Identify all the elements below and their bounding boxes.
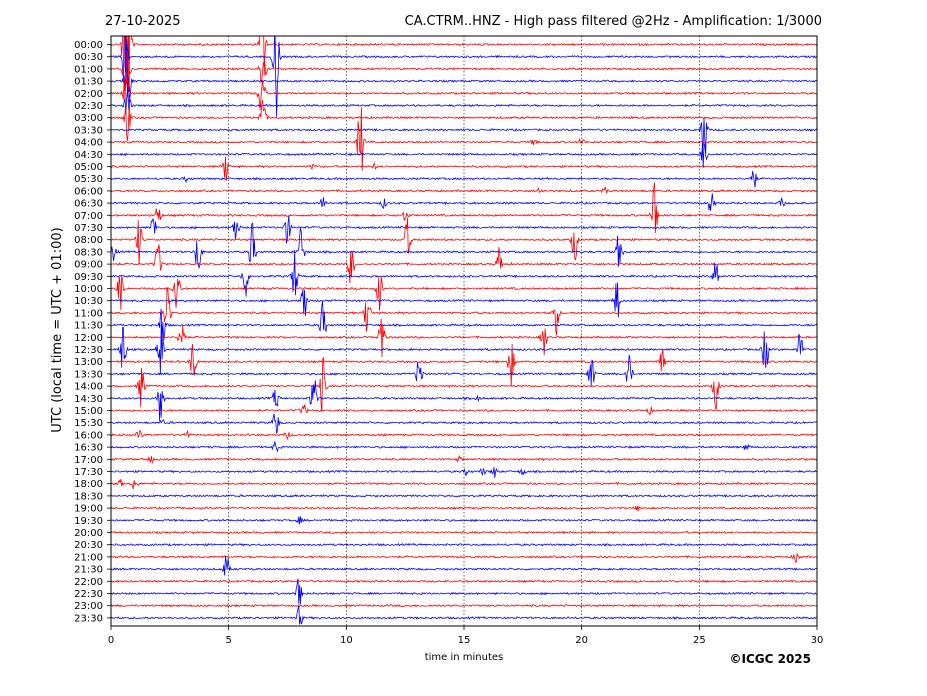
date-label: 27-10-2025	[105, 14, 181, 29]
trace-1000	[111, 275, 817, 311]
y-tick-label: 01:00	[74, 64, 103, 75]
trace-1730	[111, 466, 817, 478]
y-tick-label: 23:30	[74, 613, 103, 624]
y-tick-label: 01:30	[74, 77, 103, 88]
y-tick-label: 00:00	[74, 40, 103, 51]
trace-0130	[111, 40, 817, 99]
y-tick-label: 15:00	[74, 406, 103, 417]
x-tick-label: 30	[811, 635, 824, 646]
trace-0930	[111, 249, 817, 297]
trace-0730	[111, 215, 817, 244]
trace-2100	[111, 553, 817, 563]
trace-1030	[111, 282, 817, 318]
y-tick-label: 10:00	[74, 284, 103, 295]
trace-1330	[111, 354, 817, 386]
y-tick-label: 11:30	[74, 321, 103, 332]
y-tick-label: 17:00	[74, 455, 103, 466]
copyright-label: ©ICGC 2025	[729, 652, 811, 666]
x-tick-label: 0	[108, 635, 114, 646]
y-tick-label: 18:00	[74, 479, 103, 490]
y-tick-label: 07:00	[74, 211, 103, 222]
trace-0430	[111, 143, 817, 168]
trace-2300	[111, 603, 817, 608]
y-tick-label: 10:30	[74, 296, 103, 307]
x-tick-label: 5	[225, 635, 231, 646]
y-tick-label: 12:00	[74, 333, 103, 344]
y-tick-label: 03:30	[74, 125, 103, 136]
trace-1900	[111, 505, 817, 512]
y-tick-label: 06:00	[74, 186, 103, 197]
y-tick-label: 19:00	[74, 504, 103, 515]
trace-0230	[111, 90, 817, 115]
y-tick-label: 07:30	[74, 223, 103, 234]
y-tick-label: 18:30	[74, 491, 103, 502]
trace-1500	[111, 404, 817, 416]
y-tick-label: 20:30	[74, 540, 103, 551]
y-tick-label: 09:30	[74, 272, 103, 283]
trace-1800	[111, 479, 817, 490]
y-tick-label: 19:30	[74, 516, 103, 527]
x-axis-label: time in minutes	[425, 652, 504, 663]
y-tick-label: 23:00	[74, 601, 103, 612]
trace-0630	[111, 193, 817, 212]
y-tick-label: 14:00	[74, 382, 103, 393]
y-tick-label: 05:30	[74, 174, 103, 185]
trace-0530	[111, 170, 817, 188]
trace-1230	[111, 324, 817, 375]
trace-0330	[111, 117, 817, 155]
trace-1530	[111, 413, 817, 434]
y-tick-label: 04:30	[74, 150, 103, 161]
y-tick-label: 02:00	[74, 89, 103, 100]
y-tick-label: 08:30	[74, 247, 103, 258]
trace-0830	[111, 222, 817, 269]
y-tick-label: 08:00	[74, 235, 103, 246]
y-tick-label: 00:30	[74, 52, 103, 63]
y-tick-label: 15:30	[74, 418, 103, 429]
trace-1100	[111, 287, 817, 336]
y-tick-label: 22:30	[74, 589, 103, 600]
y-tick-label: 16:00	[74, 430, 103, 441]
y-tick-label: 21:00	[74, 552, 103, 563]
y-tick-label: 17:30	[74, 467, 103, 478]
x-tick-label: 20	[575, 635, 588, 646]
plot-frame	[110, 35, 818, 627]
x-tick-label: 25	[693, 635, 706, 646]
y-tick-label: 16:30	[74, 443, 103, 454]
y-tick-label: 11:00	[74, 308, 103, 319]
y-tick-label: 04:00	[74, 138, 103, 149]
y-tick-label: 02:30	[74, 101, 103, 112]
trace-0030	[111, 36, 817, 117]
y-tick-label: 21:30	[74, 565, 103, 576]
y-tick-label: 12:30	[74, 345, 103, 356]
y-tick-label: 13:30	[74, 369, 103, 380]
x-tick-label: 10	[340, 635, 353, 646]
y-tick-label: 20:00	[74, 528, 103, 539]
y-tick-label: 22:00	[74, 577, 103, 588]
y-axis-label: UTC (local time = UTC + 01:00)	[50, 227, 65, 432]
x-tick-label: 15	[458, 635, 471, 646]
y-tick-label: 13:00	[74, 357, 103, 368]
trace-1130	[111, 301, 817, 341]
y-tick-label: 03:00	[74, 113, 103, 124]
y-tick-label: 09:00	[74, 260, 103, 271]
y-tick-label: 14:30	[74, 394, 103, 405]
y-tick-label: 05:00	[74, 162, 103, 173]
chart-title: CA.CTRM..HNZ - High pass filtered @2Hz -…	[405, 14, 822, 29]
y-tick-label: 06:30	[74, 199, 103, 210]
